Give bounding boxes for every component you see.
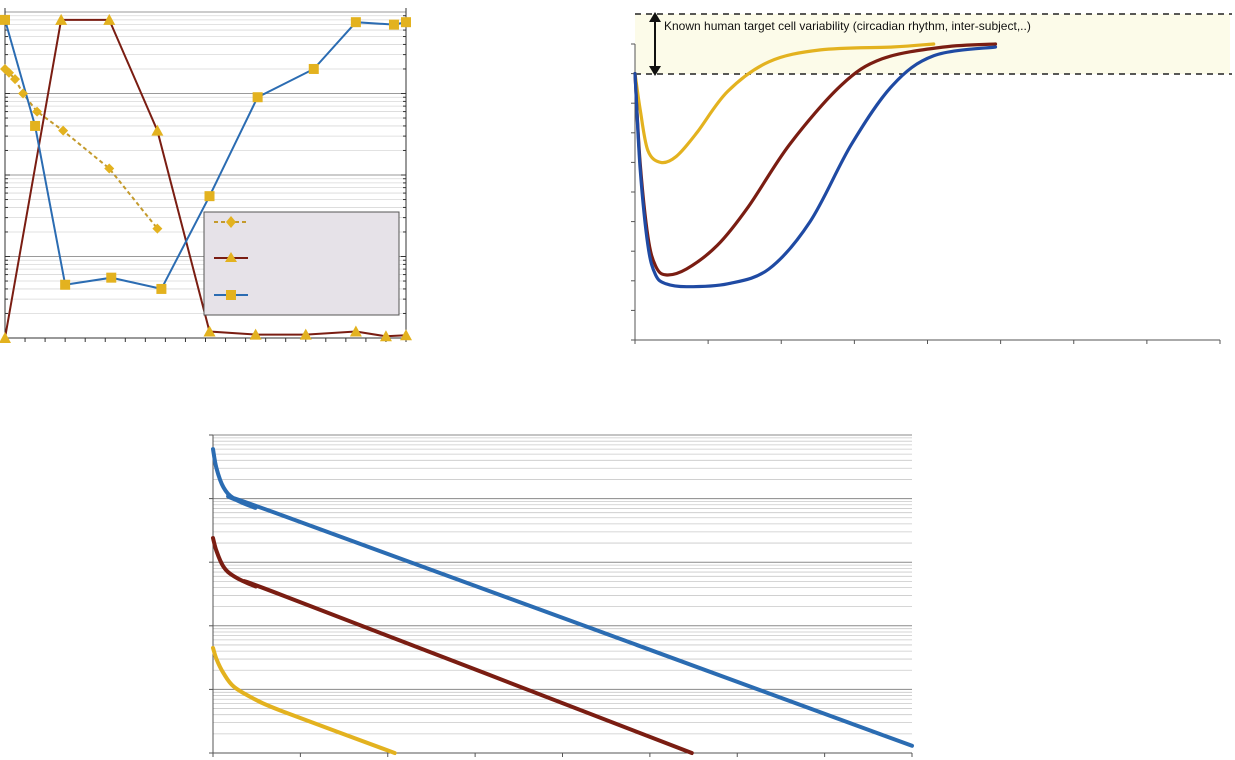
data-point-square — [60, 279, 71, 290]
data-point-square — [156, 283, 167, 294]
data-point-square — [30, 120, 41, 131]
data-point-triangle — [379, 330, 392, 342]
data-point-triangle — [103, 13, 116, 25]
data-point-square — [204, 191, 215, 202]
grid-bottom — [213, 434, 912, 754]
series-decay-1 — [211, 447, 914, 748]
series-decay-3 — [211, 645, 397, 755]
data-point-diamond — [104, 163, 115, 174]
data-point-square — [401, 17, 411, 28]
data-point-square — [388, 19, 399, 30]
data-point-square — [308, 63, 319, 74]
series-line-1 — [4, 68, 159, 230]
data-point-square — [106, 272, 117, 283]
series-bottom — [211, 447, 914, 755]
legend-top-left — [203, 211, 400, 316]
series-decay-2 — [211, 536, 694, 755]
chart-top-left — [0, 8, 412, 343]
variability-annotation: Known human target cell variability (cir… — [664, 19, 1031, 33]
data-point-triangle — [151, 124, 164, 136]
data-point-diamond — [10, 74, 21, 85]
axes-bottom — [209, 434, 913, 757]
legend-marker-square — [226, 290, 236, 300]
chart-top-right: Known human target cell variability (cir… — [631, 12, 1232, 344]
data-point-diamond — [4, 67, 15, 78]
data-point-triangle — [299, 328, 312, 340]
data-point-diamond — [152, 223, 163, 234]
series-curve-1 — [633, 42, 936, 165]
data-point-diamond — [18, 88, 29, 99]
axes-top-right — [631, 43, 1221, 344]
data-point-triangle — [349, 325, 362, 337]
data-point-square — [252, 92, 263, 103]
chart-bottom — [209, 434, 914, 757]
series-line-2 — [4, 18, 407, 339]
legend-marker-triangle — [225, 252, 237, 262]
data-point-square — [0, 14, 10, 25]
series-curve-2 — [633, 42, 998, 277]
data-point-triangle — [55, 13, 68, 25]
data-point-diamond — [32, 106, 43, 117]
data-point-triangle — [249, 328, 262, 340]
data-point-square — [350, 17, 361, 28]
data-point-triangle — [203, 325, 216, 337]
series-curve-3 — [633, 45, 998, 289]
data-point-triangle — [400, 329, 412, 341]
legend-box — [203, 211, 400, 316]
data-point-triangle — [0, 332, 11, 343]
series-top-right — [633, 42, 998, 289]
axes-top-left — [4, 8, 407, 342]
markers-top-left — [0, 13, 412, 343]
band-arrow — [649, 12, 661, 76]
data-point-diamond — [58, 125, 69, 136]
legend-marker-diamond — [226, 216, 236, 228]
